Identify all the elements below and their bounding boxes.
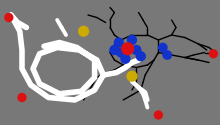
Point [135, 49, 138, 51]
Point [124, 58, 127, 60]
Point [139, 55, 143, 57]
Point [157, 114, 160, 116]
Point [161, 46, 165, 48]
Point [165, 54, 169, 56]
Point [82, 30, 85, 32]
Point [212, 53, 215, 55]
Point [117, 42, 121, 43]
Point [126, 48, 129, 50]
Point [119, 52, 123, 54]
Point [130, 39, 134, 41]
Point [113, 49, 116, 51]
Point [7, 16, 11, 18]
Point [130, 75, 134, 77]
Point [20, 96, 24, 98]
